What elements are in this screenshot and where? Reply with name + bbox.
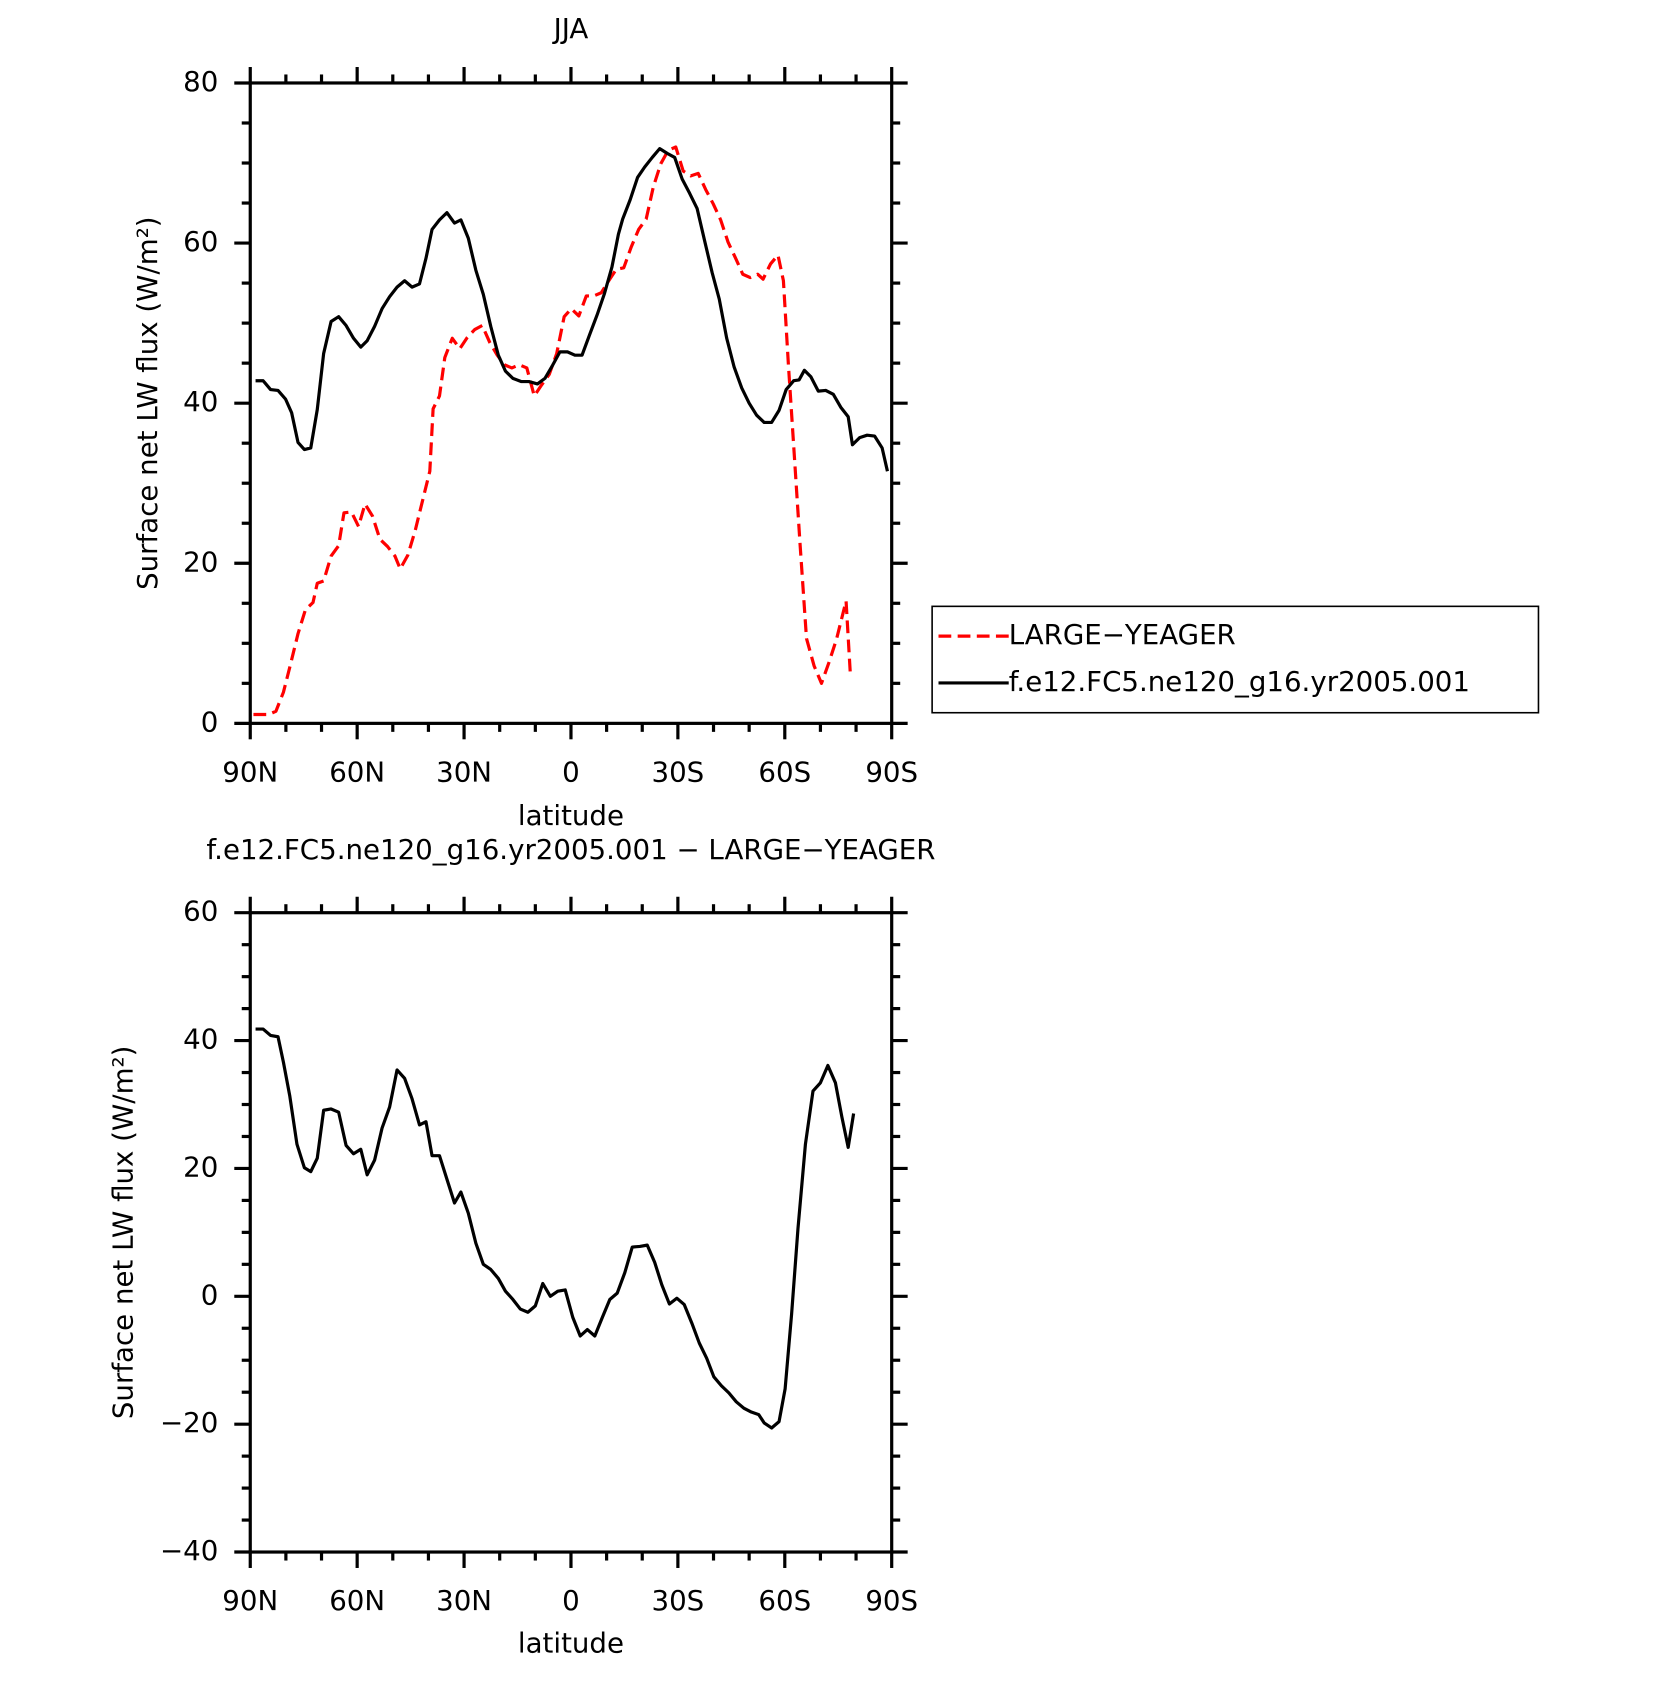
chart: JJA latitude Surface net LW flux (W/m²) 90N…	[131, 12, 1540, 832]
y-tick-label: 20	[183, 1150, 218, 1183]
y-axis-label: Surface net LW flux (W/m²)	[131, 216, 164, 589]
data-line	[255, 147, 889, 472]
x-tick-label: 30S	[652, 755, 705, 788]
x-tick-label: 60N	[329, 755, 385, 788]
x-tick-label: 60S	[758, 755, 811, 788]
y-tick-label: 60	[183, 225, 218, 258]
x-axis-label: latitude	[518, 799, 624, 832]
legend-label: f.e12.FC5.ne120_g16.yr2005.001	[1009, 665, 1470, 698]
chart-title: f.e12.FC5.ne120_g16.yr2005.001 − LARGE−Y…	[206, 833, 935, 866]
y-tick-label: 0	[201, 1278, 219, 1311]
x-tick-label: 30S	[652, 1584, 705, 1617]
x-tick-label: 60N	[329, 1584, 385, 1617]
legend: LARGE−YEAGER f.e12.FC5.ne120_g16.yr2005.0…	[931, 605, 1540, 714]
x-tick-label: 0	[562, 1584, 580, 1617]
x-tick-label: 90N	[222, 1584, 278, 1617]
y-tick-label: 40	[183, 1023, 218, 1056]
data-line	[255, 1027, 856, 1430]
x-tick-label: 90S	[865, 755, 918, 788]
legend-box	[931, 605, 1540, 714]
x-axis-label: latitude	[518, 1627, 624, 1660]
chart: f.e12.FC5.ne120_g16.yr2005.001 − LARGE−Y…	[107, 833, 936, 1660]
y-tick-label: 20	[183, 545, 218, 578]
y-axis-label: Surface net LW flux (W/m²)	[107, 1046, 140, 1419]
x-tick-label: 30N	[436, 755, 492, 788]
y-tick-label: 0	[201, 705, 219, 738]
x-tick-label: 60S	[758, 1584, 811, 1617]
y-tick-label: 80	[183, 65, 218, 98]
plot-frame	[248, 81, 894, 725]
y-tick-label: 40	[183, 385, 218, 418]
chart-title: JJA	[552, 12, 589, 45]
x-tick-label: 90S	[865, 1584, 918, 1617]
x-tick-label: 0	[562, 755, 580, 788]
data-line	[253, 145, 852, 717]
y-tick-label: −20	[160, 1406, 218, 1439]
legend-label: LARGE−YEAGER	[1009, 618, 1236, 651]
plot-frame	[248, 911, 894, 1554]
y-tick-label: −40	[160, 1534, 218, 1567]
y-tick-label: 60	[183, 895, 218, 928]
x-tick-label: 30N	[436, 1584, 492, 1617]
x-tick-label: 90N	[222, 755, 278, 788]
